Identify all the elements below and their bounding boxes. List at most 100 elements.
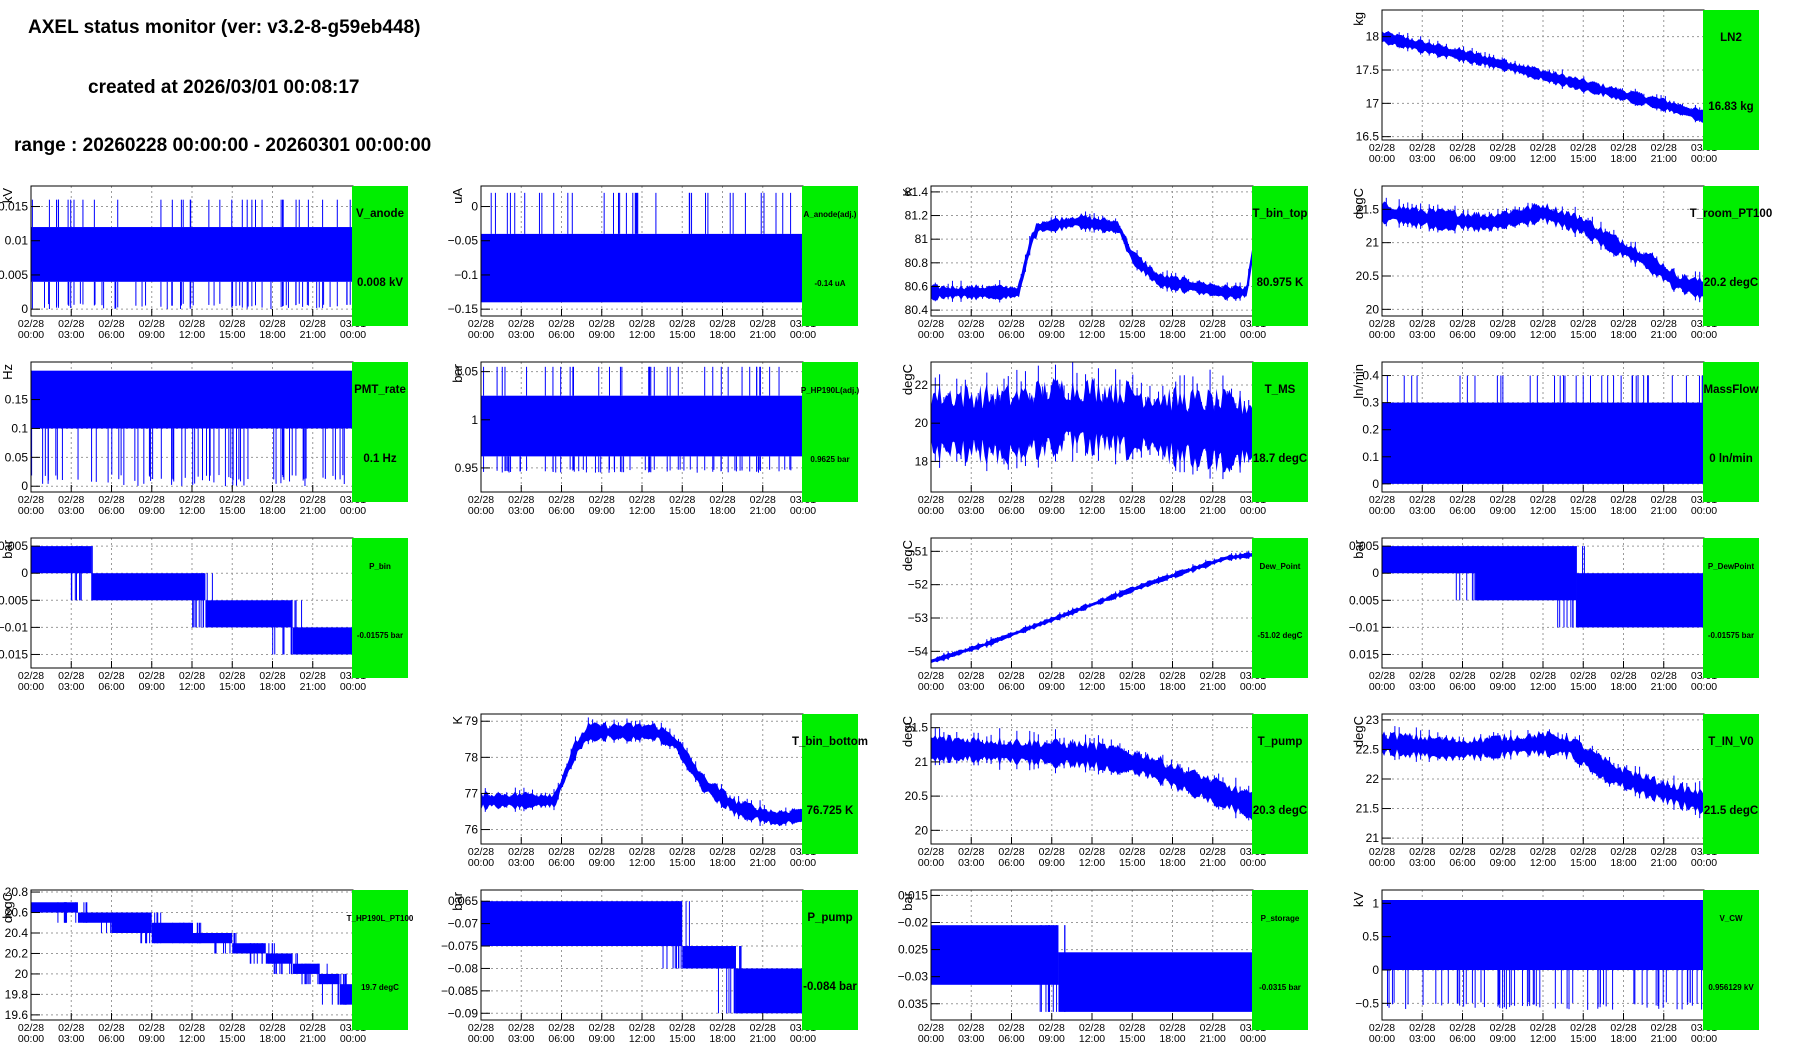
x-tick-label-date: 02/28 (1610, 1022, 1636, 1034)
y-axis-unit: ln/min (1351, 364, 1366, 399)
x-tick-label-date: 02/28 (18, 494, 44, 506)
x-tick-label-date: 02/28 (1200, 1022, 1226, 1034)
panel-pmt-rate: 00.050.10.1502/2800:0002/2803:0002/2806:… (0, 361, 408, 517)
x-tick-label-time: 15:00 (669, 1033, 695, 1045)
x-tick-label-date: 02/28 (629, 494, 655, 506)
x-tick-label-date: 02/28 (1449, 670, 1475, 682)
x-tick-label-time: 00:00 (1369, 329, 1395, 341)
x-tick-label-date: 02/28 (1159, 494, 1185, 506)
y-tick-label: 78 (465, 750, 479, 764)
info-box (1703, 538, 1759, 678)
y-tick-label: −0.08 (448, 961, 479, 975)
x-tick-label-date: 02/28 (750, 318, 776, 330)
x-tick-label-time: 03:00 (508, 329, 534, 341)
x-tick-label-time: 09:00 (139, 681, 165, 693)
panel-a-anode-adj-: −0.15−0.1−0.05002/2800:0002/2803:0002/28… (448, 185, 858, 341)
x-tick-label-date: 02/28 (1159, 318, 1185, 330)
x-tick-label-time: 18:00 (259, 329, 285, 341)
x-tick-label-time: 15:00 (669, 329, 695, 341)
x-tick-label-time: 03:00 (958, 329, 984, 341)
x-tick-label-time: 15:00 (219, 329, 245, 341)
x-tick-label-time: 21:00 (1200, 329, 1226, 341)
x-tick-label-time: 12:00 (179, 329, 205, 341)
x-tick-label-date: 02/28 (1200, 846, 1226, 858)
x-tick-label-time: 09:00 (589, 857, 615, 869)
y-tick-label: 80.4 (905, 303, 929, 317)
panel-p-hp190l-adj-: 0.9511.0502/2800:0002/2803:0002/2806:000… (450, 361, 859, 517)
info-box (802, 362, 858, 502)
y-axis-unit: bar (450, 891, 465, 910)
data-band (91, 573, 206, 601)
x-tick-label-time: 03:00 (508, 857, 534, 869)
x-tick-label-time: 15:00 (1570, 505, 1596, 517)
data-band (265, 953, 293, 964)
y-tick-label: 17.5 (1356, 63, 1380, 77)
x-tick-label-date: 02/28 (18, 1022, 44, 1034)
y-tick-label: 0.1 (11, 421, 28, 435)
info-box-name: T_IN_V0 (1708, 736, 1753, 748)
y-tick-label: 16.5 (1356, 130, 1380, 144)
x-tick-label-date: 02/28 (1530, 846, 1556, 858)
x-tick-label-time: 18:00 (1610, 329, 1636, 341)
y-axis-unit: K (900, 188, 915, 197)
x-tick-label-date: 02/28 (1449, 318, 1475, 330)
x-tick-label-date: 02/28 (1039, 494, 1065, 506)
x-tick-label-date: 02/28 (1530, 494, 1556, 506)
x-tick-label-date: 02/28 (548, 846, 574, 858)
y-tick-label: 19.8 (5, 987, 29, 1001)
x-tick-label-date: 02/28 (750, 494, 776, 506)
x-tick-label-time: 09:00 (1039, 681, 1065, 693)
x-tick-label-date: 02/28 (629, 1022, 655, 1034)
info-box (802, 714, 858, 854)
x-tick-label-date: 02/28 (709, 494, 735, 506)
x-tick-label-date: 02/28 (259, 1022, 285, 1034)
y-tick-label: 0.015 (0, 647, 28, 661)
y-axis-unit: bar (0, 539, 15, 558)
y-tick-label: −53 (908, 611, 929, 625)
x-tick-label-date: 02/28 (750, 1022, 776, 1034)
data-band (31, 227, 353, 282)
x-tick-label-date: 02/28 (918, 1022, 944, 1034)
x-tick-label-time: 06:00 (1449, 505, 1475, 517)
x-tick-label-date: 02/28 (998, 670, 1024, 682)
x-tick-label-time: 06:00 (1449, 153, 1475, 165)
x-tick-label-time: 06:00 (98, 1033, 124, 1045)
x-tick-label-time: 21:00 (300, 505, 326, 517)
x-tick-label-time: 00:00 (18, 329, 44, 341)
x-tick-label-time: 00:00 (1369, 505, 1395, 517)
x-tick-label-date: 02/28 (259, 670, 285, 682)
x-tick-label-date: 02/28 (1079, 318, 1105, 330)
y-tick-label: −0.5 (1355, 996, 1379, 1010)
x-tick-label-date: 02/28 (629, 318, 655, 330)
y-axis-unit: uA (450, 188, 465, 204)
x-tick-label-date: 02/28 (58, 670, 84, 682)
x-tick-label-time: 15:00 (1119, 505, 1145, 517)
series-p-bin (31, 546, 353, 655)
x-tick-label-date: 02/28 (1039, 318, 1065, 330)
x-tick-label-time: 09:00 (1490, 505, 1516, 517)
x-tick-label-date: 02/28 (1570, 846, 1596, 858)
x-tick-label-date: 02/28 (1409, 494, 1435, 506)
info-box (352, 186, 408, 326)
info-box-value: 0.956129 kV (1708, 983, 1754, 992)
x-tick-label-date: 02/28 (1119, 1022, 1145, 1034)
panel-t-ms: 18202202/2800:0002/2803:0002/2806:0002/2… (900, 361, 1308, 517)
x-tick-label-date: 02/28 (300, 670, 326, 682)
x-tick-label-date: 02/28 (1610, 318, 1636, 330)
x-tick-label-date: 02/28 (1490, 318, 1516, 330)
x-tick-label-date: 02/28 (179, 494, 205, 506)
x-tick-label-date: 02/28 (1651, 1022, 1677, 1034)
info-box-name: T_bin_bottom (792, 736, 868, 748)
x-tick-label-time: 00:00 (1369, 857, 1395, 869)
info-box (1252, 538, 1308, 678)
x-tick-label-time: 15:00 (1570, 329, 1596, 341)
x-tick-label-date: 02/28 (629, 846, 655, 858)
x-tick-label-time: 18:00 (709, 505, 735, 517)
y-tick-label: 0.005 (1349, 593, 1379, 607)
x-tick-label-time: 06:00 (98, 505, 124, 517)
x-tick-label-date: 02/28 (1159, 1022, 1185, 1034)
x-tick-label-time: 03:00 (958, 1033, 984, 1045)
x-tick-label-date: 02/28 (468, 494, 494, 506)
data-band (735, 968, 803, 1014)
x-tick-label-time: 15:00 (1119, 1033, 1145, 1045)
